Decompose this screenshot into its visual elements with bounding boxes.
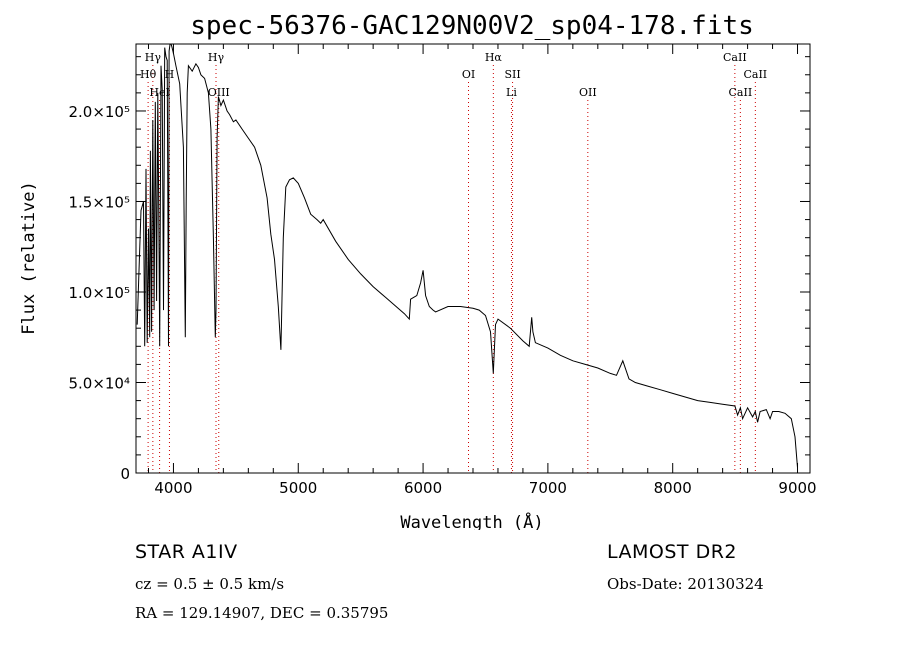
- x-tick-label: 4000: [154, 479, 192, 497]
- spectrum-series: [136, 44, 798, 468]
- object-class-label: STAR A1IV: [135, 541, 238, 563]
- x-tick-label: 5000: [279, 479, 317, 497]
- y-axis-label: Flux (relative): [19, 181, 39, 335]
- survey-label: LAMOST DR2: [607, 541, 737, 563]
- spectral-line-label: CaII: [723, 51, 747, 64]
- x-axis-label: Wavelength (Å): [400, 511, 543, 530]
- spectral-line-label: CaII: [743, 68, 767, 81]
- spectral-line-label: Hγ: [145, 51, 162, 64]
- x-tick-label: 6000: [404, 479, 442, 497]
- spectral-line-label: OII: [579, 86, 597, 99]
- redshift-readout: cz = 0.5 ± 0.5 km/s: [135, 575, 285, 593]
- plot-frame: [135, 43, 811, 474]
- spectral-line-label: CaII: [729, 86, 753, 99]
- x-tick-label: 7000: [529, 479, 567, 497]
- y-tick-label: 1.0×10⁵: [68, 284, 130, 302]
- axis-ticks: 4000 5000 6000 7000 8000 9000 0 5.0×10⁴ 1.0×10⁵ 1…: [68, 44, 817, 497]
- obs-date-readout: Obs-Date: 20130324: [607, 575, 764, 593]
- x-tick-label: 9000: [778, 479, 816, 497]
- y-tick-label: 1.5×10⁵: [68, 193, 130, 211]
- spectrum-line: [136, 44, 798, 468]
- spectral-line-label: Hα: [485, 51, 503, 64]
- spectral-line-label: OI: [462, 68, 475, 81]
- coordinates-readout: RA = 129.14907, DEC = 0.35795: [135, 604, 389, 622]
- spectral-line-label: SII: [504, 68, 520, 81]
- y-tick-label: 0: [120, 465, 130, 483]
- spectral-line-label: HeI: [149, 86, 169, 99]
- spectral-line-label: OIII: [208, 86, 230, 99]
- spectrum-chart: spec-56376-GAC129N00V2_sp04-178.fits Hγ H…: [19, 11, 817, 530]
- y-tick-label: 5.0×10⁴: [68, 374, 130, 392]
- y-tick-label: 2.0×10⁵: [68, 103, 130, 121]
- spectral-line-label: Hγ: [208, 51, 225, 64]
- spectral-line-label: Li: [506, 86, 517, 99]
- x-tick-label: 8000: [654, 479, 692, 497]
- spectral-line-label: Hθ: [140, 68, 157, 81]
- chart-title: spec-56376-GAC129N00V2_sp04-178.fits: [190, 11, 754, 41]
